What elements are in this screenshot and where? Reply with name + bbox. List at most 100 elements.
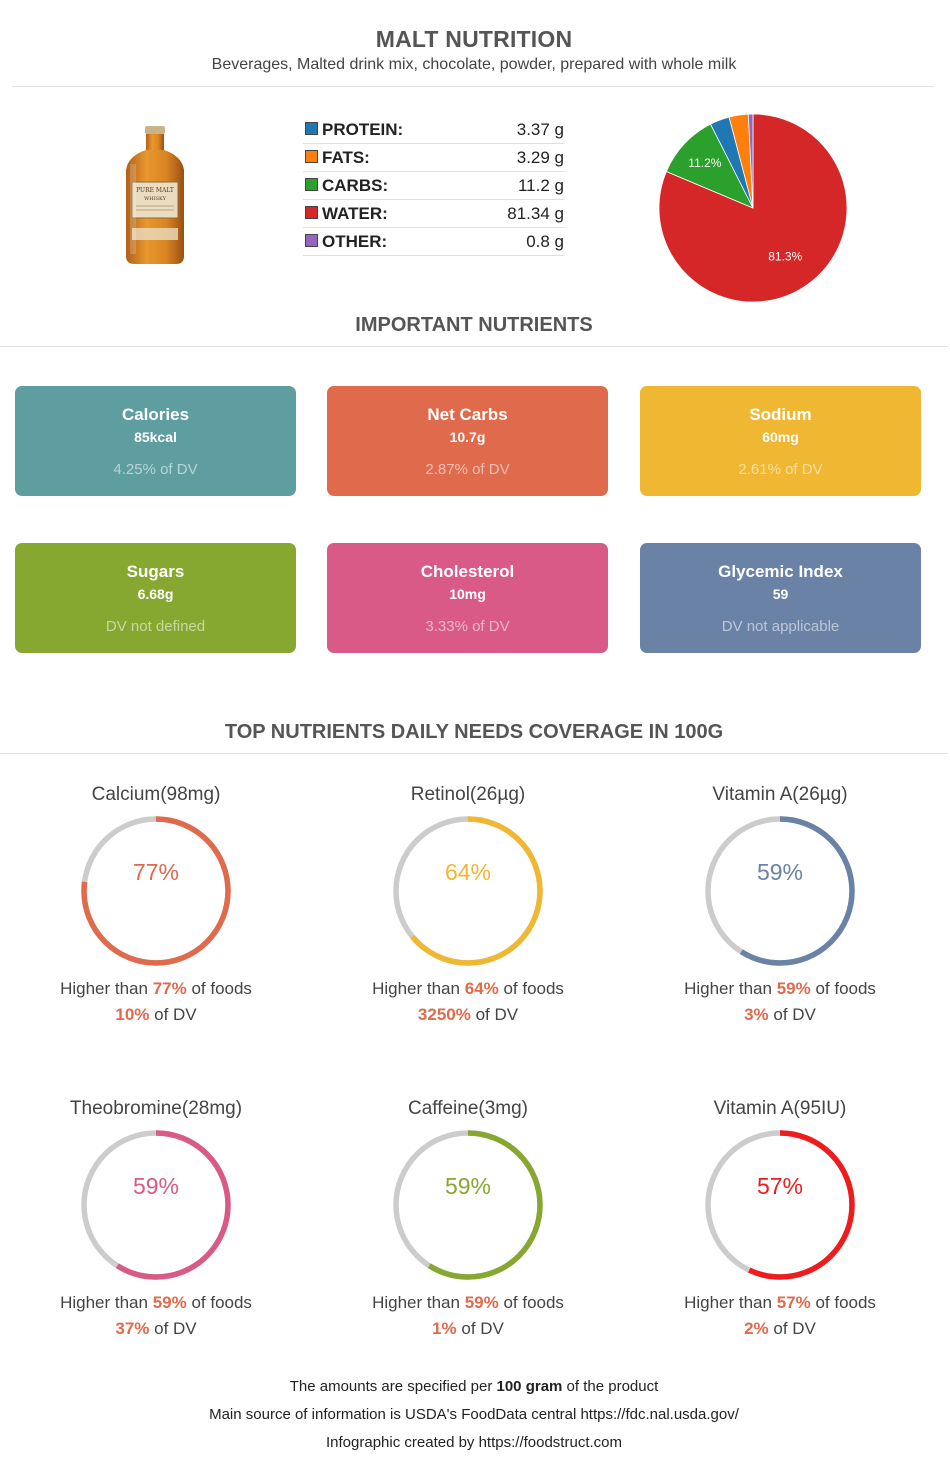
coverage-item: Calcium(98mg) 77% Higher than 77% of foods… (6, 784, 306, 1034)
nutrient-card-calories: Calories 85kcal 4.25% of DV (15, 386, 296, 496)
coverage-dv: 3% of DV (744, 1005, 816, 1024)
macro-label: OTHER: (322, 232, 388, 251)
coverage-higher-than: Higher than 77% of foods (60, 979, 252, 998)
coverage-ring (79, 1128, 233, 1287)
card-dv: DV not applicable (721, 618, 840, 635)
svg-text:PURE MALT: PURE MALT (136, 187, 174, 194)
coverage-item: Vitamin A(95IU) 57% Higher than 57% of foo… (630, 1098, 930, 1348)
nutrient-card-cholesterol: Cholesterol 10mg 3.33% of DV (327, 543, 608, 653)
coverage-ring (79, 814, 233, 973)
macro-table: PROTEIN: 3.37 g FATS: 3.29 g CARBS: 11.2 g WAT… (303, 116, 565, 256)
coverage-dv: 37% of DV (115, 1319, 197, 1338)
coverage-percent: 59% (756, 859, 804, 885)
pie-data-label: 81.3% (768, 250, 802, 264)
macro-label: CARBS: (322, 176, 389, 195)
coverage-percent: 64% (444, 859, 492, 885)
footer-source: Main source of information is USDA's Foo… (209, 1406, 739, 1423)
nutrient-card-net-carbs: Net Carbs 10.7g 2.87% of DV (327, 386, 608, 496)
card-dv: 2.61% of DV (738, 461, 823, 478)
card-dv: DV not defined (105, 618, 206, 635)
coverage-higher-than: Higher than 59% of foods (60, 1293, 252, 1312)
nutrient-card-sodium: Sodium 60mg 2.61% of DV (640, 386, 921, 496)
coverage-nutrient-name: Retinol(26µg) (410, 784, 526, 805)
coverage-item: Theobromine(28mg) 59% Higher than 59% of f… (6, 1098, 306, 1348)
card-name: Glycemic Index (718, 562, 843, 581)
card-name: Sugars (126, 562, 185, 581)
pie-data-label: 11.2% (688, 156, 721, 170)
legend-swatch (305, 122, 318, 135)
coverage-ring (391, 1128, 545, 1287)
ring-progress (393, 816, 543, 966)
coverage-ring (703, 1128, 857, 1287)
coverage-dv: 3250% of DV (417, 1005, 519, 1024)
coverage-item: Caffeine(3mg) 59% Higher than 59% of foods… (318, 1098, 618, 1348)
coverage-nutrient-name: Vitamin A(26µg) (712, 784, 848, 805)
macro-value: 3.29 g (516, 148, 564, 167)
card-value: 10.7g (449, 429, 486, 445)
macro-row: WATER: 81.34 g (303, 200, 565, 228)
coverage-ring (703, 814, 857, 973)
divider (12, 86, 934, 87)
card-value: 6.68g (137, 586, 174, 602)
page-title: MALT NUTRITION (375, 26, 573, 52)
coverage-nutrient-name: Caffeine(3mg) (407, 1098, 529, 1119)
ring-progress (81, 1130, 231, 1280)
macro-pie-chart: 81.3% 11.2% (655, 112, 855, 306)
card-value: 59 (772, 586, 789, 602)
card-value: 60mg (762, 429, 799, 445)
footer-amount-note: The amounts are specified per 100 gram o… (289, 1378, 659, 1395)
ring-progress (705, 816, 855, 966)
macro-row: OTHER: 0.8 g (303, 228, 565, 256)
coverage-dv: 2% of DV (744, 1319, 816, 1338)
page-subtitle: Beverages, Malted drink mix, chocolate, … (211, 56, 737, 73)
coverage-higher-than: Higher than 59% of foods (372, 1293, 564, 1312)
important-nutrients-title: IMPORTANT NUTRIENTS (355, 314, 593, 336)
coverage-higher-than: Higher than 64% of foods (372, 979, 564, 998)
coverage-dv: 1% of DV (432, 1319, 504, 1338)
card-name: Cholesterol (420, 562, 515, 581)
legend-swatch (305, 234, 318, 247)
coverage-percent: 77% (132, 859, 180, 885)
macro-row: CARBS: 11.2 g (303, 172, 565, 200)
malt-bottle-icon: PURE MALT WHISKY (118, 124, 192, 268)
divider (0, 753, 948, 754)
macro-value: 0.8 g (526, 232, 564, 251)
ring-progress (393, 1130, 543, 1280)
nutrient-card-glycemic-index: Glycemic Index 59 DV not applicable (640, 543, 921, 653)
card-value: 10mg (449, 586, 486, 602)
coverage-item: Retinol(26µg) 64% Higher than 64% of foods… (318, 784, 618, 1034)
coverage-ring (391, 814, 545, 973)
ring-progress (705, 1130, 855, 1280)
card-dv: 3.33% of DV (425, 618, 510, 635)
coverage-percent: 59% (444, 1173, 492, 1199)
nutrient-card-sugars: Sugars 6.68g DV not defined (15, 543, 296, 653)
macro-row: FATS: 3.29 g (303, 144, 565, 172)
macro-label: WATER: (322, 204, 388, 223)
card-value: 85kcal (134, 429, 177, 445)
legend-swatch (305, 150, 318, 163)
macro-label: FATS: (322, 148, 370, 167)
coverage-nutrient-name: Theobromine(28mg) (69, 1098, 243, 1119)
card-name: Calories (121, 405, 190, 424)
macro-value: 3.37 g (516, 120, 564, 139)
ring-progress (81, 816, 231, 966)
coverage-percent: 59% (132, 1173, 180, 1199)
coverage-dv: 10% of DV (115, 1005, 197, 1024)
legend-swatch (305, 206, 318, 219)
coverage-percent: 57% (756, 1173, 804, 1199)
pie-slice-carbs (665, 123, 754, 209)
card-dv: 2.87% of DV (425, 461, 510, 478)
card-name: Net Carbs (427, 405, 508, 424)
coverage-higher-than: Higher than 57% of foods (684, 1293, 876, 1312)
coverage-nutrient-name: Vitamin A(95IU) (713, 1098, 847, 1119)
macro-label: PROTEIN: (322, 120, 404, 139)
pie-slice-other (747, 113, 754, 209)
coverage-item: Vitamin A(26µg) 59% Higher than 59% of foo… (630, 784, 930, 1034)
legend-swatch (305, 178, 318, 191)
card-name: Sodium (749, 405, 812, 424)
card-dv: 4.25% of DV (113, 461, 198, 478)
svg-text:WHISKY: WHISKY (144, 196, 167, 202)
macro-value: 11.2 g (517, 176, 564, 195)
coverage-higher-than: Higher than 59% of foods (684, 979, 876, 998)
macro-row: PROTEIN: 3.37 g (303, 116, 565, 144)
